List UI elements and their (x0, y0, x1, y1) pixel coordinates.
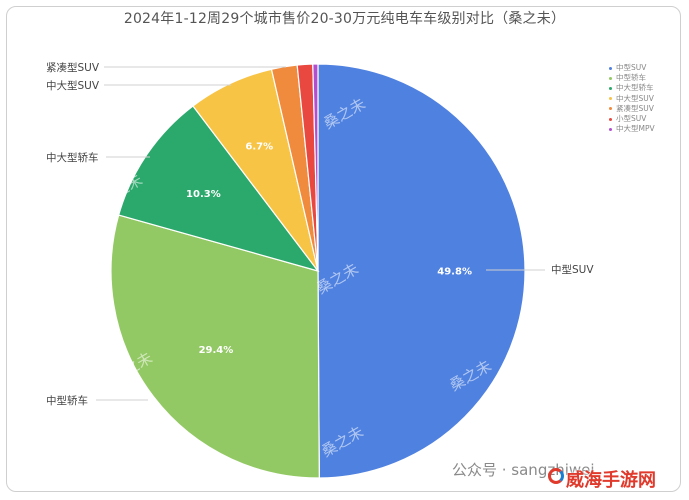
legend-label-3: 中大型SUV (616, 93, 654, 103)
slice-category-label-0: 中型SUV (551, 263, 594, 276)
legend-dot-5 (609, 117, 612, 121)
slice-value-label-3: 6.7% (245, 141, 273, 152)
pie-slice-2 (117, 105, 320, 273)
slice-category-label-4: 紧凑型SUV (46, 61, 100, 74)
legend-dot-6 (609, 127, 612, 131)
legend-dot-0 (609, 66, 612, 70)
slice-value-label-1: 29.4% (199, 345, 234, 356)
slice-category-label-2: 中大型轿车 (46, 151, 99, 164)
legend-label-2: 中大型轿车 (616, 83, 654, 93)
chart-title: 2024年1-12周29个城市售价20-30万元纯电车车级别对比（桑之未） (123, 11, 566, 27)
legend-item-0: 中型SUV (609, 63, 655, 73)
slice-category-label-3: 中大型SUV (46, 79, 100, 92)
legend-label-5: 小型SUV (616, 114, 647, 124)
site-logo-text: 威海手游网 (566, 470, 656, 491)
legend-label-0: 中型SUV (616, 63, 647, 72)
legend-dot-3 (609, 97, 612, 101)
legend-item-4: 紧凑型SUV (609, 104, 655, 114)
legend-item-2: 中大型轿车 (609, 83, 655, 93)
legend-item-6: 中大型MPV (609, 124, 655, 134)
watermark-text-2: 桑之未 (537, 157, 585, 195)
pie-slice-6 (312, 63, 319, 272)
slice-value-label-0: 49.8% (437, 267, 472, 278)
legend-label-6: 中大型MPV (616, 124, 655, 134)
legend-item-5: 小型SUV (609, 114, 655, 124)
legend: 中型SUV 中型轿车 中大型轿车 中大型SUV 紧凑型SUV 小型SUV 中大型MPV (609, 63, 655, 134)
slice-value-label-2: 10.3% (186, 189, 221, 200)
legend-item-3: 中大型SUV (609, 94, 655, 104)
pie-slice-1 (110, 214, 320, 479)
legend-label-4: 紧凑型SUV (616, 103, 654, 113)
legend-label-1: 中型轿车 (616, 73, 646, 83)
site-logo-icon (548, 468, 564, 484)
legend-dot-1 (609, 76, 612, 80)
legend-dot-4 (609, 107, 612, 111)
legend-item-1: 中型轿车 (609, 73, 655, 83)
legend-dot-2 (609, 87, 612, 90)
slice-category-label-1: 中型轿车 (46, 394, 88, 407)
